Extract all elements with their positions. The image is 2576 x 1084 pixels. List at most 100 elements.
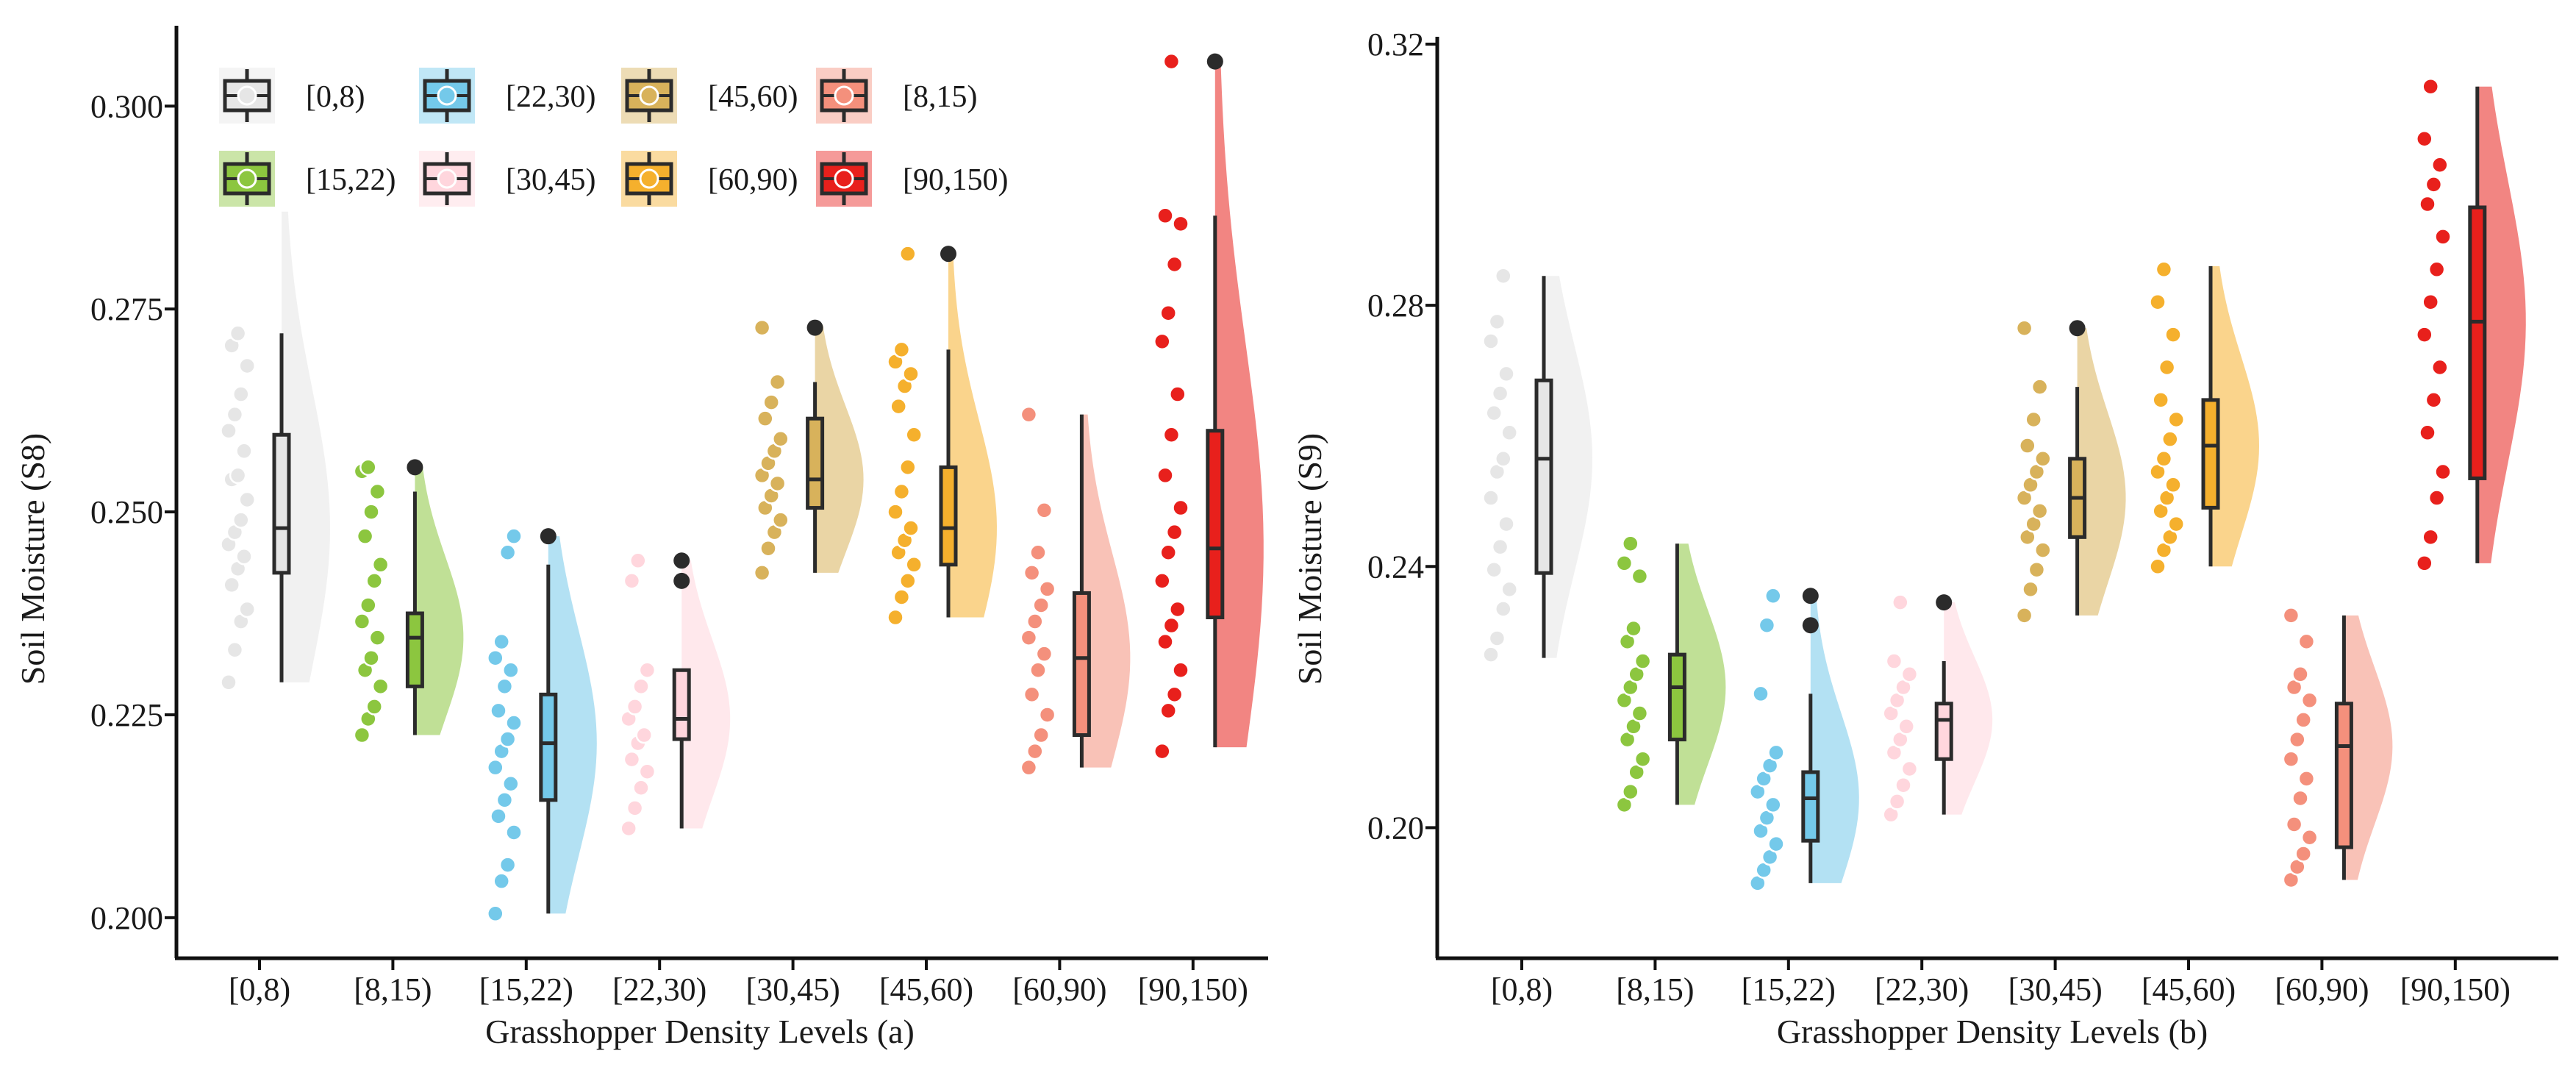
box (2468, 205, 2487, 480)
y-tick-label: 0.20 (1367, 810, 1424, 846)
data-point (1020, 405, 1038, 424)
data-point (768, 474, 787, 493)
data-point (1634, 652, 1652, 670)
y-tick-label: 0.28 (1367, 288, 1424, 324)
data-point (2161, 430, 2179, 448)
data-point (1495, 600, 1512, 618)
x-tick-label: [30,45) (2008, 971, 2102, 1008)
data-point (626, 698, 644, 716)
data-point (1634, 750, 1652, 768)
x-tick-label: [60,90) (1012, 971, 1106, 1008)
data-point (498, 543, 517, 561)
data-point (635, 726, 653, 744)
box (1206, 429, 1225, 620)
density-3 (548, 536, 597, 914)
density-1 (282, 211, 330, 682)
density-6 (2211, 265, 2259, 567)
data-point (1625, 619, 1642, 638)
density-7 (1081, 414, 1131, 768)
data-point (238, 491, 256, 509)
data-point (2431, 156, 2449, 174)
data-point (229, 466, 247, 485)
data-point (505, 824, 523, 841)
data-point (1482, 646, 1500, 663)
data-point (899, 458, 917, 477)
legend-label: [30,45) (506, 163, 595, 197)
data-point (223, 576, 240, 594)
x-tick-label: [45,60) (2142, 971, 2236, 1008)
box (939, 465, 958, 567)
outlier (540, 528, 557, 545)
outlier (2069, 320, 2086, 337)
x-tick-label: [45,60) (879, 971, 973, 1008)
data-point (1895, 776, 1912, 794)
density-8 (1214, 57, 1264, 748)
data-point (498, 730, 517, 748)
data-point (1159, 702, 1177, 720)
data-point (629, 552, 647, 570)
data-point (2164, 326, 2182, 343)
data-point (2167, 410, 2185, 429)
data-point (2167, 515, 2185, 533)
density-4 (681, 560, 731, 829)
data-point (2282, 607, 2300, 624)
x-tick-label: [30,45) (745, 971, 840, 1008)
y-tick-label: 0.225 (90, 697, 163, 733)
data-point (1485, 404, 1503, 422)
data-point (1897, 718, 1915, 735)
data-point (772, 430, 790, 448)
data-point (2297, 770, 2316, 788)
data-point (1172, 215, 1189, 233)
outlier (1802, 588, 1819, 605)
data-point (1495, 450, 1512, 468)
data-point (1156, 466, 1174, 485)
data-point (2422, 293, 2439, 311)
data-point (2425, 176, 2443, 193)
data-point (1758, 616, 1776, 634)
box (1534, 378, 1553, 575)
data-point (2028, 560, 2046, 579)
outlier (407, 459, 423, 476)
data-point (1764, 587, 1782, 605)
data-point (362, 503, 380, 521)
data-point (1165, 523, 1184, 541)
data-point (2149, 293, 2167, 311)
data-point (1500, 424, 1518, 442)
data-point (1491, 538, 1509, 556)
data-point (1020, 629, 1038, 646)
data-point (2419, 195, 2436, 213)
box (539, 692, 558, 802)
data-point (487, 905, 504, 923)
outlier (673, 572, 690, 589)
data-point (1038, 706, 1056, 724)
data-point (235, 548, 253, 566)
box (1072, 591, 1091, 738)
data-point (2416, 555, 2433, 572)
data-point (2019, 437, 2036, 454)
data-point (632, 779, 650, 797)
legend: [0,8) [22,30) [45,60) [8,15) [15,22) [30,45) [… (219, 68, 1008, 207)
data-point (2031, 378, 2049, 396)
data-point (1165, 255, 1184, 274)
data-point (2434, 228, 2452, 246)
data-point (2297, 632, 2316, 651)
legend-key-point (437, 168, 457, 189)
data-point (1482, 489, 1500, 507)
data-point (1622, 535, 1639, 552)
data-point (1500, 580, 1518, 599)
data-point (220, 421, 237, 440)
density-2 (415, 463, 464, 735)
data-point (1631, 705, 1649, 722)
y-tick-label: 0.32 (1367, 26, 1424, 63)
data-point (368, 629, 387, 646)
outlier (1206, 53, 1223, 70)
data-point (356, 527, 374, 545)
data-point (1495, 267, 1512, 285)
data-point (1159, 543, 1177, 561)
data-point (1172, 661, 1189, 680)
data-point (495, 677, 514, 696)
panel-b-ylabel: Soil Moisture (S9) (1291, 433, 1328, 685)
box (672, 668, 691, 741)
legend-key-point (237, 85, 257, 106)
